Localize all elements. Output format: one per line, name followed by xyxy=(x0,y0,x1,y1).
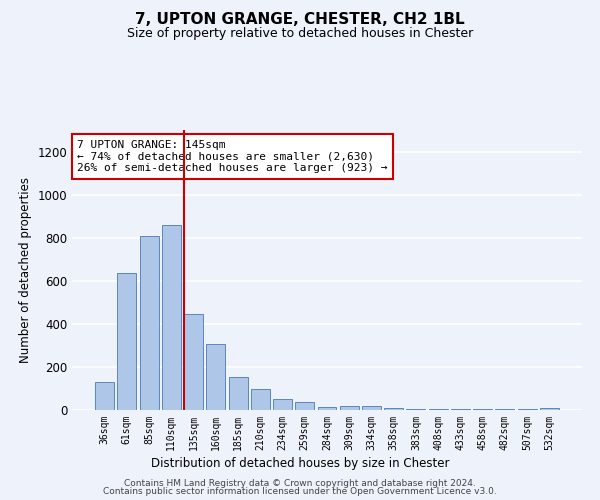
Bar xyxy=(95,382,114,410)
Bar xyxy=(473,409,492,410)
Bar xyxy=(229,376,248,410)
Bar xyxy=(162,225,181,410)
Bar xyxy=(118,273,136,410)
Bar xyxy=(496,409,514,410)
Bar xyxy=(295,402,314,410)
Bar xyxy=(184,314,203,410)
Bar xyxy=(206,344,225,410)
Text: Contains HM Land Registry data © Crown copyright and database right 2024.: Contains HM Land Registry data © Crown c… xyxy=(124,478,476,488)
Bar xyxy=(406,409,425,410)
Bar xyxy=(540,408,559,410)
Bar xyxy=(362,406,381,410)
Bar xyxy=(317,407,337,410)
Text: Size of property relative to detached houses in Chester: Size of property relative to detached ho… xyxy=(127,28,473,40)
Text: 7, UPTON GRANGE, CHESTER, CH2 1BL: 7, UPTON GRANGE, CHESTER, CH2 1BL xyxy=(135,12,465,28)
Bar xyxy=(140,236,158,410)
Bar xyxy=(429,409,448,410)
Y-axis label: Number of detached properties: Number of detached properties xyxy=(19,177,32,363)
Bar xyxy=(518,409,536,410)
Bar xyxy=(384,408,403,410)
Text: Distribution of detached houses by size in Chester: Distribution of detached houses by size … xyxy=(151,458,449,470)
Bar xyxy=(451,409,470,410)
Bar xyxy=(273,399,292,410)
Text: Contains public sector information licensed under the Open Government Licence v3: Contains public sector information licen… xyxy=(103,487,497,496)
Bar xyxy=(340,406,359,410)
Bar xyxy=(251,390,270,410)
Text: 7 UPTON GRANGE: 145sqm
← 74% of detached houses are smaller (2,630)
26% of semi-: 7 UPTON GRANGE: 145sqm ← 74% of detached… xyxy=(77,140,388,173)
